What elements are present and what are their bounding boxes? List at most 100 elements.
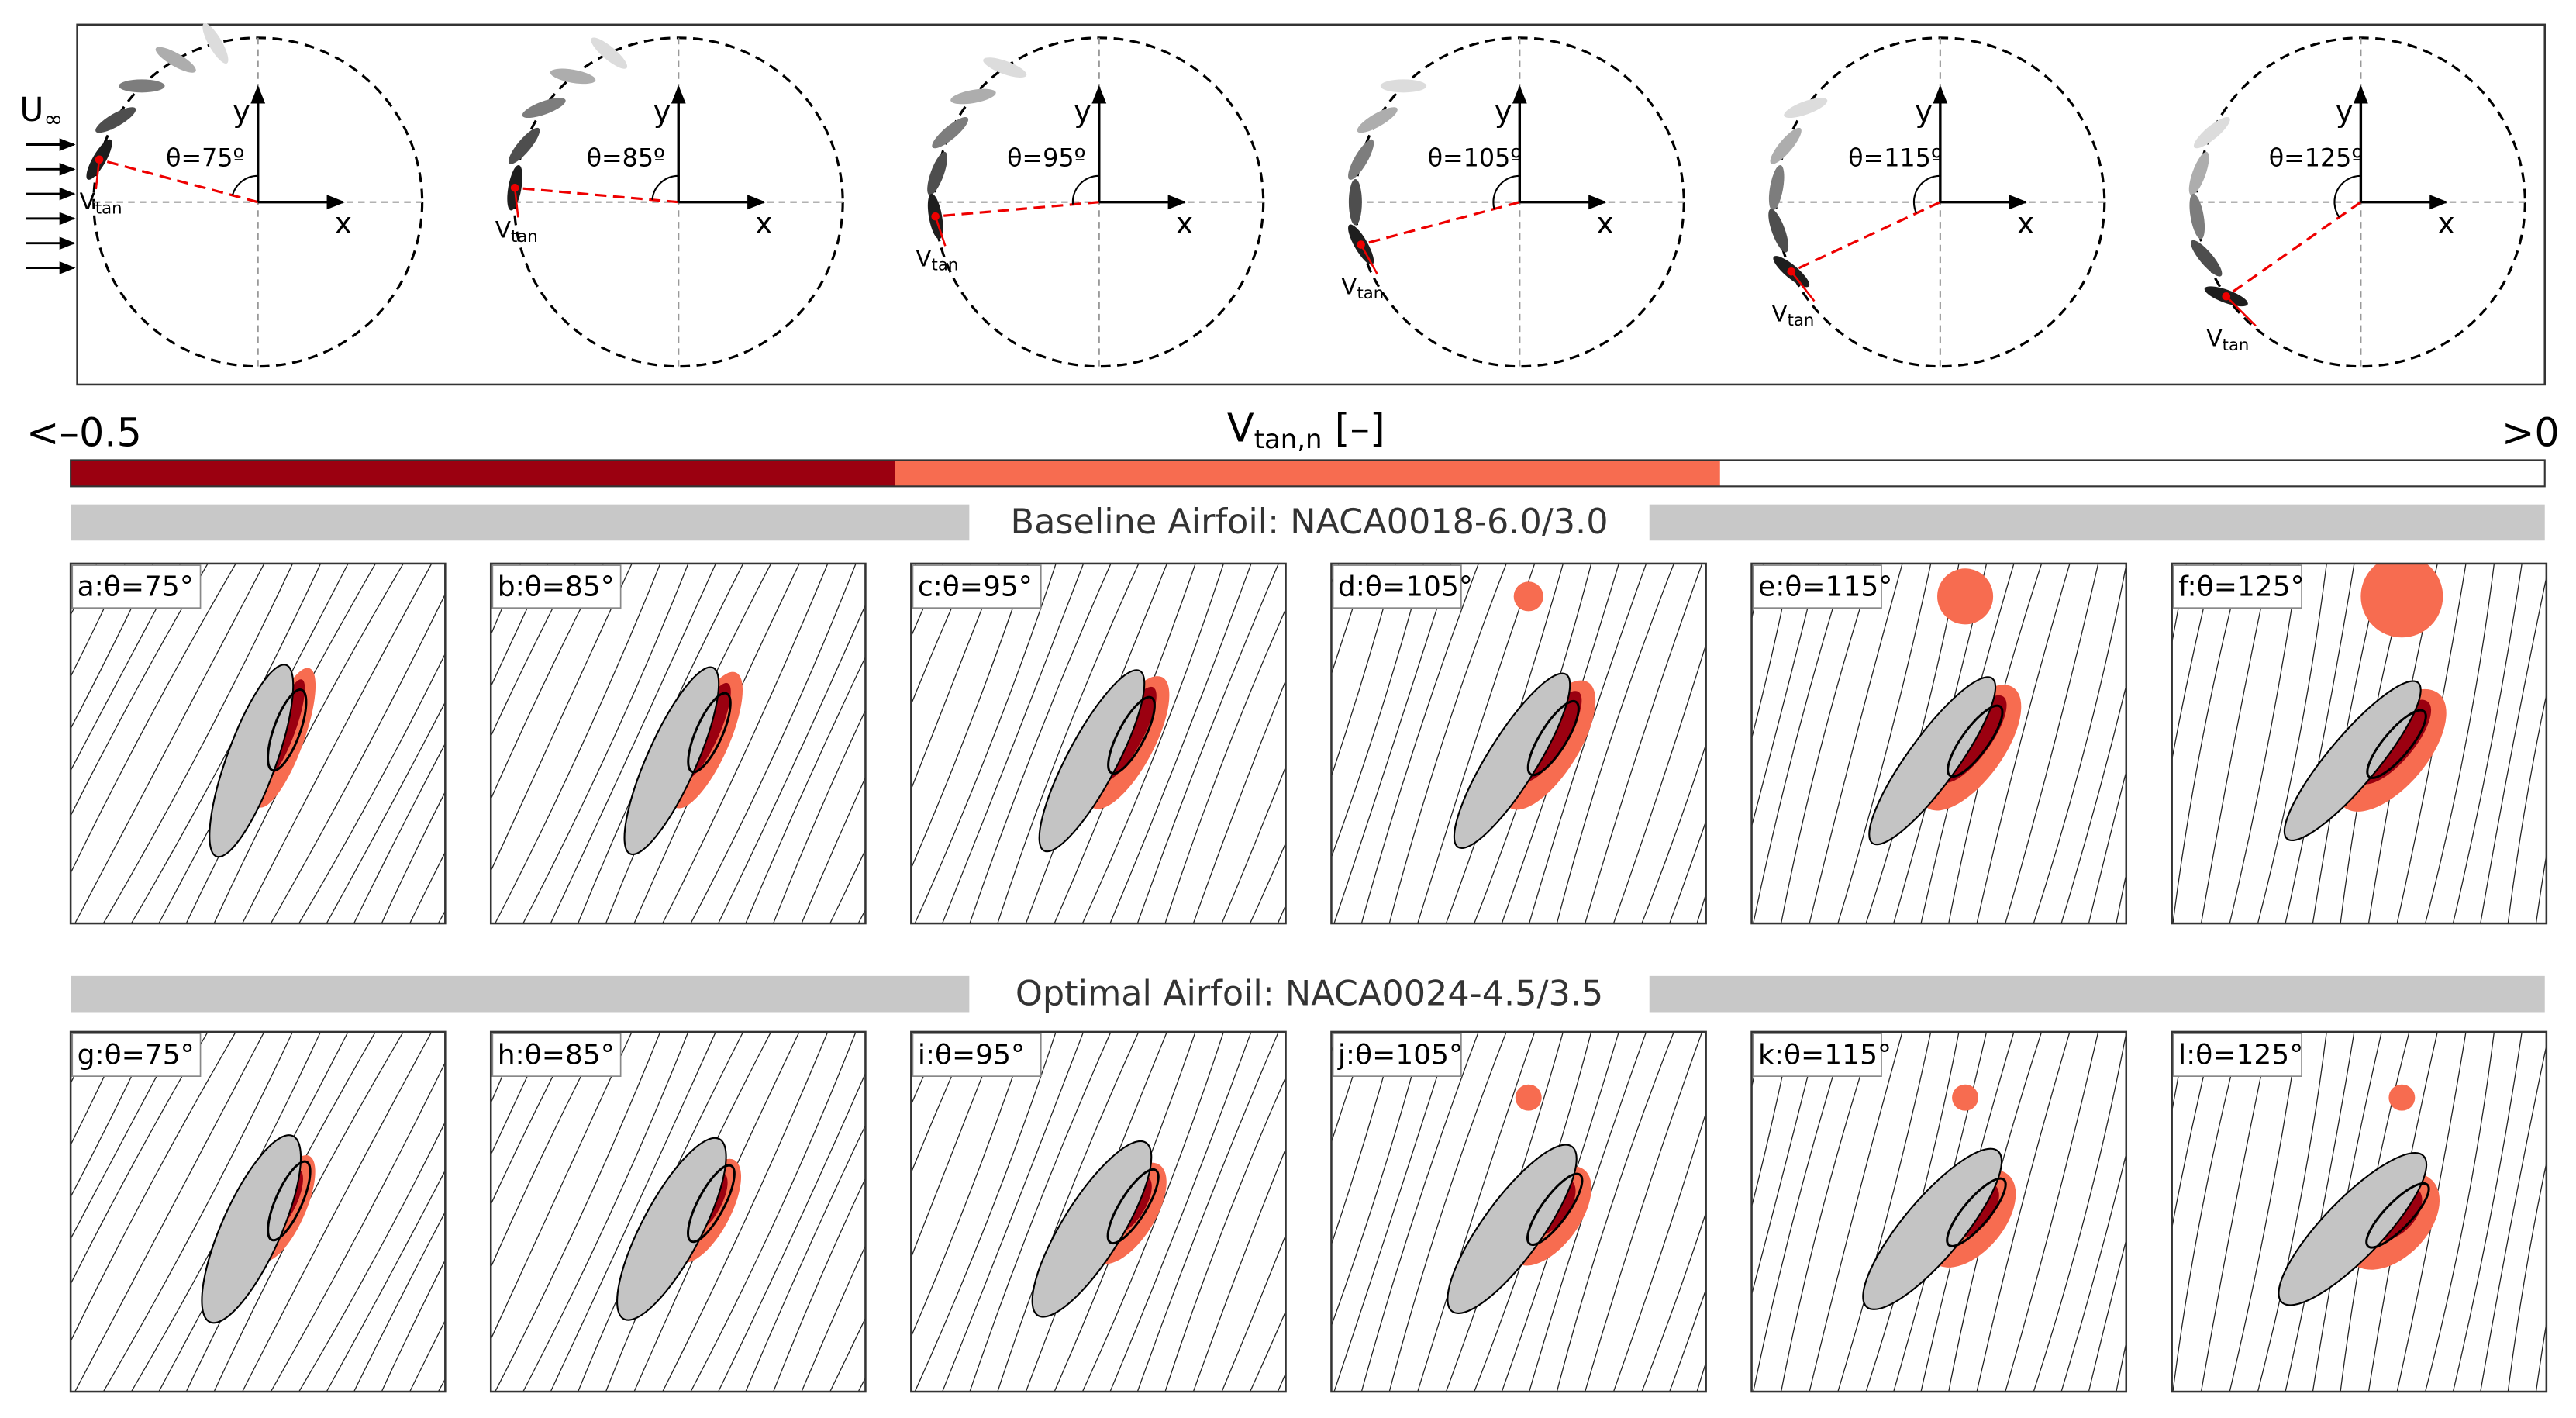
streamline (2480, 1043, 2547, 1392)
colorbar-frame (70, 459, 2546, 488)
shed-vortex (1952, 1084, 1979, 1111)
streamline (1192, 1147, 1286, 1392)
streamline (491, 563, 494, 570)
streamline (71, 1031, 236, 1343)
streamline (295, 555, 468, 931)
streamline (1556, 563, 1674, 924)
flow-panel (911, 563, 1286, 924)
streamline (2563, 1023, 2576, 1399)
streamline (2172, 1031, 2243, 1392)
streamline (1331, 1031, 1425, 1327)
streamline (801, 1244, 866, 1392)
blade (522, 98, 566, 119)
theta-label: θ=125º (2269, 145, 2364, 173)
streamline (969, 1031, 1112, 1392)
streamline (1751, 563, 1819, 829)
streamline (2563, 555, 2576, 931)
vtan-vector (1790, 271, 1816, 302)
blade-point (510, 183, 519, 192)
vtan-main: V (916, 244, 932, 271)
panel-frame (489, 1030, 867, 1393)
streamline (1641, 1211, 1706, 1392)
streamline (1780, 1031, 1875, 1392)
vtan-main: V (80, 187, 96, 214)
streamline (2088, 1023, 2160, 1399)
blade (2191, 240, 2223, 277)
axis-x-label: x (2437, 206, 2455, 240)
schematic-panel: y x θ=95º Vtan (916, 36, 1265, 368)
streamline (71, 1031, 126, 1147)
axis-x-label: x (1596, 206, 1614, 240)
shed-vortex (2360, 563, 2443, 638)
streamline (1164, 1023, 1286, 1399)
streamline (997, 563, 1140, 924)
streamline (1109, 563, 1252, 924)
section-title-bg (969, 501, 1650, 544)
streamline (882, 1023, 1055, 1399)
streamline (772, 1177, 866, 1392)
streamline (941, 563, 1085, 924)
streamline (2088, 769, 2126, 924)
blade (591, 37, 628, 69)
streamline (1806, 555, 1929, 931)
panel-frame (69, 562, 447, 925)
streamline (1696, 892, 1706, 924)
vtan-sub: tan (2223, 335, 2250, 354)
blade (2188, 151, 2209, 195)
vtan-sub: tan (1357, 283, 1384, 302)
streamline (1556, 1031, 1674, 1392)
streamline (74, 563, 265, 924)
streamline (914, 1031, 1057, 1392)
streamline (353, 1210, 446, 1392)
vtan-label: Vtan (495, 216, 538, 246)
theta-label: θ=105º (1428, 145, 1522, 173)
streamline (690, 563, 857, 924)
streamline (2033, 555, 2105, 931)
streamline (910, 555, 1083, 931)
streamline (1136, 1031, 1280, 1392)
streamline (2060, 683, 2126, 924)
airfoil (1453, 672, 1571, 850)
streamline (941, 1031, 1085, 1392)
streamline (1751, 1031, 1819, 1297)
panel-label: i:θ=95° (918, 1040, 1025, 1071)
theta-arc (1912, 174, 1940, 214)
blade (1348, 139, 1374, 180)
streamline (1136, 563, 1280, 924)
streamline (2257, 1031, 2327, 1392)
streamline (772, 709, 866, 924)
streamline (1249, 1309, 1286, 1392)
streamline (2005, 1031, 2099, 1392)
streamline (494, 563, 661, 924)
schematic-panel: y x θ=125º Vtan (2188, 36, 2526, 368)
flow-panel (295, 555, 1083, 931)
streamline (1330, 1023, 1478, 1399)
axis-x-label: x (2017, 206, 2035, 240)
streamline (1331, 1031, 1340, 1054)
streamline (717, 1071, 866, 1392)
panel-label: d:θ=105° (1338, 571, 1473, 603)
streamline (911, 563, 944, 638)
streamline (911, 1031, 1001, 1259)
panel-label: k:θ=115° (1758, 1040, 1891, 1071)
streamline (1388, 1031, 1507, 1392)
vtan-main: V (1341, 272, 1357, 299)
flow-panel (71, 1031, 446, 1392)
blade (550, 68, 596, 85)
streamline (1751, 1031, 1792, 1209)
streamline (381, 791, 446, 924)
streamline (1976, 563, 2071, 924)
blade (1380, 79, 1427, 93)
streamline (1723, 555, 1845, 931)
vtan-label: Vtan (1341, 272, 1384, 302)
vtan-vector (1360, 243, 1378, 275)
axis-y-label: y (653, 95, 671, 129)
streamline (2198, 1023, 2295, 1399)
panel-frame (1330, 562, 1707, 925)
flow-panel (2088, 1023, 2576, 1399)
streamline (969, 563, 1112, 924)
streamline (2229, 563, 2299, 924)
streamline (2116, 871, 2126, 924)
streamline (717, 603, 866, 924)
